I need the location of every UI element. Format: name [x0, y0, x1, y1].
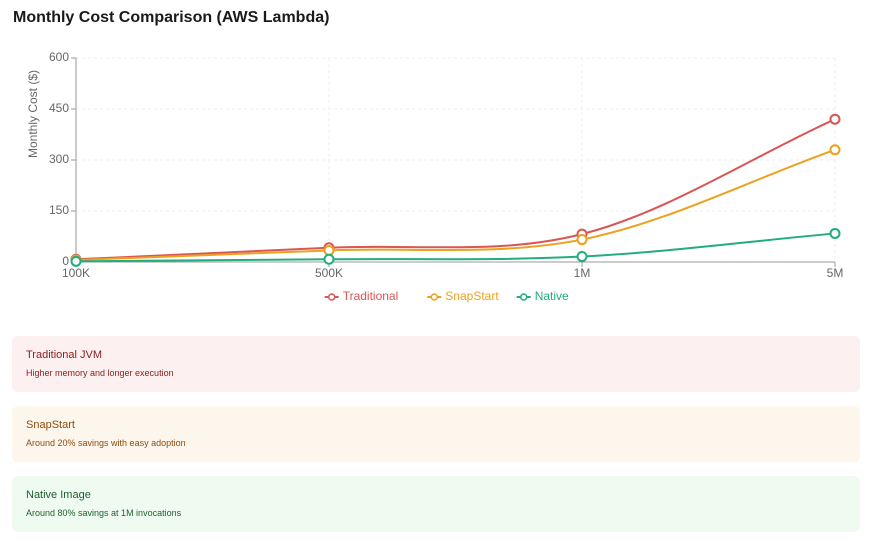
legend-marker	[327, 293, 336, 301]
series-line	[75, 118, 836, 261]
y-tick-label: 600	[49, 50, 69, 64]
point	[829, 113, 841, 125]
point	[576, 251, 588, 263]
chart: Monthly Cost Comparison (AWS Lambda) Mon…	[13, 9, 844, 303]
card-title: Traditional JVM	[26, 349, 103, 361]
point	[323, 253, 335, 265]
card: SnapStart Around 20% savings with easy a…	[12, 406, 860, 462]
legend-marker	[430, 293, 439, 301]
series-line	[75, 148, 836, 261]
legend-label: Traditional	[343, 289, 399, 303]
y-tick-label: 450	[49, 101, 69, 115]
card-title: Native Image	[26, 489, 91, 501]
legend-marker	[519, 293, 528, 301]
card: Traditional JVM Higher memory and longer…	[12, 336, 860, 392]
y-tick-label: 0	[62, 254, 69, 268]
point	[829, 144, 841, 156]
point	[70, 255, 82, 267]
card-text: Around 20% savings with easy adoption	[26, 438, 186, 448]
y-tick-label: 150	[49, 203, 69, 217]
y-tick-label: 300	[49, 152, 69, 166]
chart-title: Monthly Cost Comparison (AWS Lambda)	[13, 9, 329, 26]
legend-label: Native	[535, 289, 569, 303]
x-tick-label: 500K	[315, 266, 343, 280]
series-line	[75, 232, 836, 263]
x-tick-label: 5M	[827, 266, 844, 280]
card-text: Higher memory and longer execution	[26, 368, 174, 378]
y-axis-label: Monthly Cost ($)	[26, 70, 40, 158]
point	[323, 244, 335, 256]
point	[576, 234, 588, 246]
card-text: Around 80% savings at 1M invocations	[26, 508, 182, 518]
card: Native Image Around 80% savings at 1M in…	[12, 476, 860, 532]
point	[829, 227, 841, 239]
x-tick-label: 100K	[62, 266, 90, 280]
legend-label: SnapStart	[445, 289, 499, 303]
x-tick-label: 1M	[574, 266, 591, 280]
card-title: SnapStart	[26, 419, 75, 431]
